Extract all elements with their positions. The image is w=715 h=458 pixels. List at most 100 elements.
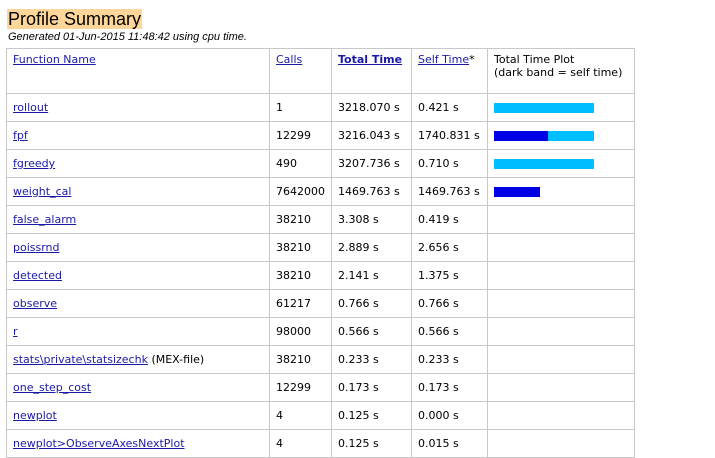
total-time-plot-cell (487, 373, 635, 402)
table-row: one_step_cost 12299 0.173 s 0.173 s (6, 373, 635, 402)
total-time-cell: 3.308 s (331, 205, 412, 234)
self-time-cell: 0.419 s (411, 205, 488, 234)
calls-cell: 4 (269, 401, 332, 430)
total-time-bar (494, 103, 594, 113)
self-time-cell: 2.656 s (411, 233, 488, 262)
function-name-cell: detected (6, 261, 270, 290)
function-link[interactable]: observe (13, 297, 58, 310)
total-time-cell: 0.233 s (331, 345, 412, 374)
self-time-cell: 0.421 s (411, 93, 488, 122)
self-time-cell: 0.766 s (411, 289, 488, 318)
function-link[interactable]: fgreedy (13, 157, 56, 170)
calls-cell: 12299 (269, 373, 332, 402)
function-name-cell: r (6, 317, 270, 346)
calls-cell: 12299 (269, 121, 332, 150)
total-time-plot-cell (487, 429, 635, 458)
table-row: poissrnd 38210 2.889 s 2.656 s (6, 233, 635, 262)
column-header-calls: Calls (269, 48, 332, 94)
self-time-cell: 0.015 s (411, 429, 488, 458)
total-time-plot-cell (487, 121, 635, 150)
function-name-cell: false_alarm (6, 205, 270, 234)
calls-cell: 38210 (269, 345, 332, 374)
sort-by-total-time-link[interactable]: Total Time (338, 53, 403, 66)
total-time-plot-cell (487, 149, 635, 178)
table-header-row: Function Name Calls Total Time Self Time… (6, 48, 635, 94)
total-time-plot-cell (487, 317, 635, 346)
total-time-plot-cell (487, 177, 635, 206)
calls-cell: 1 (269, 93, 332, 122)
generated-info: Generated 01-Jun-2015 11:48:42 using cpu… (8, 31, 247, 43)
table-row: observe 61217 0.766 s 0.766 s (6, 289, 635, 318)
total-time-plot-cell (487, 233, 635, 262)
self-time-bar (494, 131, 548, 141)
function-type-suffix: (MEX-file) (147, 353, 205, 366)
function-name-cell: newplot>ObserveAxesNextPlot (6, 429, 270, 458)
page-title: Profile Summary (7, 9, 143, 29)
function-name-cell: observe (6, 289, 270, 318)
function-link[interactable]: stats\private\statsizechk (13, 353, 148, 366)
total-time-cell: 3216.043 s (331, 121, 412, 150)
self-time-cell: 0.233 s (411, 345, 488, 374)
self-time-cell: 1740.831 s (411, 121, 488, 150)
function-link[interactable]: one_step_cost (13, 381, 92, 394)
total-time-cell: 0.125 s (331, 429, 412, 458)
calls-cell: 98000 (269, 317, 332, 346)
self-time-cell: 0.173 s (411, 373, 488, 402)
table-row: detected 38210 2.141 s 1.375 s (6, 261, 635, 290)
total-time-plot-cell (487, 345, 635, 374)
function-link[interactable]: newplot>ObserveAxesNextPlot (13, 437, 185, 450)
function-link[interactable]: r (13, 325, 18, 338)
column-header-function-name: Function Name (6, 48, 270, 94)
function-name-cell: fgreedy (6, 149, 270, 178)
self-time-cell: 0.566 s (411, 317, 488, 346)
plot-header-legend: (dark band = self time) (494, 66, 623, 79)
table-row: weight_cal 7642000 1469.763 s 1469.763 s (6, 177, 635, 206)
table-row: newplot>ObserveAxesNextPlot 4 0.125 s 0.015… (6, 429, 635, 458)
total-time-cell: 0.566 s (331, 317, 412, 346)
total-time-cell: 0.173 s (331, 373, 412, 402)
self-time-cell: 1469.763 s (411, 177, 488, 206)
self-time-cell: 0.000 s (411, 401, 488, 430)
function-link[interactable]: newplot (13, 409, 57, 422)
table-row: rollout 1 3218.070 s 0.421 s (6, 93, 635, 122)
function-link[interactable]: poissrnd (13, 241, 60, 254)
table-row: fpf 12299 3216.043 s 1740.831 s (6, 121, 635, 150)
total-time-cell: 0.766 s (331, 289, 412, 318)
function-name-cell: rollout (6, 93, 270, 122)
profile-table: Function Name Calls Total Time Self Time… (6, 48, 635, 458)
total-time-cell: 1469.763 s (331, 177, 412, 206)
total-time-plot-cell (487, 93, 635, 122)
self-time-footnote-marker: * (469, 53, 475, 66)
calls-cell: 38210 (269, 261, 332, 290)
total-time-cell: 2.141 s (331, 261, 412, 290)
self-time-cell: 0.710 s (411, 149, 488, 178)
total-time-bar (494, 159, 594, 169)
total-time-cell: 3207.736 s (331, 149, 412, 178)
self-time-cell: 1.375 s (411, 261, 488, 290)
function-link[interactable]: false_alarm (13, 213, 77, 226)
total-time-plot-cell (487, 261, 635, 290)
sort-by-calls-link[interactable]: Calls (276, 53, 303, 66)
total-time-cell: 2.889 s (331, 233, 412, 262)
function-link[interactable]: rollout (13, 101, 49, 114)
self-time-bar (494, 187, 540, 197)
calls-cell: 490 (269, 149, 332, 178)
total-time-cell: 0.125 s (331, 401, 412, 430)
total-time-plot-cell (487, 205, 635, 234)
sort-by-self-time-link[interactable]: Self Time (418, 53, 470, 66)
calls-cell: 61217 (269, 289, 332, 318)
total-time-plot-cell (487, 401, 635, 430)
column-header-total-time: Total Time (331, 48, 412, 94)
sort-by-function-name-link[interactable]: Function Name (13, 53, 96, 66)
table-row: newplot 4 0.125 s 0.000 s (6, 401, 635, 430)
calls-cell: 38210 (269, 205, 332, 234)
calls-cell: 38210 (269, 233, 332, 262)
calls-cell: 4 (269, 429, 332, 458)
function-link[interactable]: detected (13, 269, 62, 282)
table-row: false_alarm 38210 3.308 s 0.419 s (6, 205, 635, 234)
total-time-cell: 3218.070 s (331, 93, 412, 122)
column-header-self-time: Self Time* (411, 48, 488, 94)
function-name-cell: poissrnd (6, 233, 270, 262)
function-link[interactable]: weight_cal (13, 185, 72, 198)
function-link[interactable]: fpf (13, 129, 28, 142)
